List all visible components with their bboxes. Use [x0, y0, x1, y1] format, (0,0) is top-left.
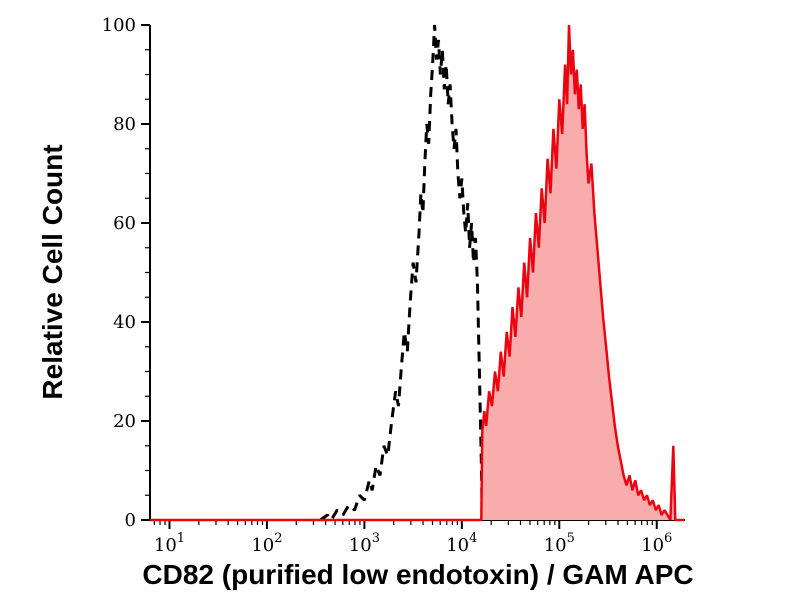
- x-tick-label: 101: [154, 531, 185, 556]
- x-tick-label: 103: [349, 531, 380, 556]
- x-tick-label: 102: [251, 531, 282, 556]
- x-axis-title: CD82 (purified low endotoxin) / GAM APC: [142, 559, 693, 590]
- y-tick-label: 60: [113, 213, 136, 234]
- series-red-filled-stained-curve: [150, 24, 684, 522]
- y-tick-label: 0: [125, 510, 136, 531]
- x-tick-label: 106: [641, 531, 672, 556]
- x-tick-label: 104: [446, 531, 477, 556]
- y-axis-title: Relative Cell Count: [37, 144, 68, 399]
- axes-layer: 0 20 40 60 80 100 101 102 103 104 105 106: [102, 15, 685, 556]
- y-tick-label: 100: [102, 15, 136, 36]
- series-layer: [150, 24, 684, 522]
- y-tick-label: 40: [113, 312, 136, 333]
- y-tick-label: 80: [113, 114, 136, 135]
- y-tick-label: 20: [113, 411, 136, 432]
- x-tick-label: 105: [544, 531, 575, 556]
- series-red-filled-stained-fill: [150, 25, 684, 520]
- series-black-dashed-control-curve: [319, 24, 484, 522]
